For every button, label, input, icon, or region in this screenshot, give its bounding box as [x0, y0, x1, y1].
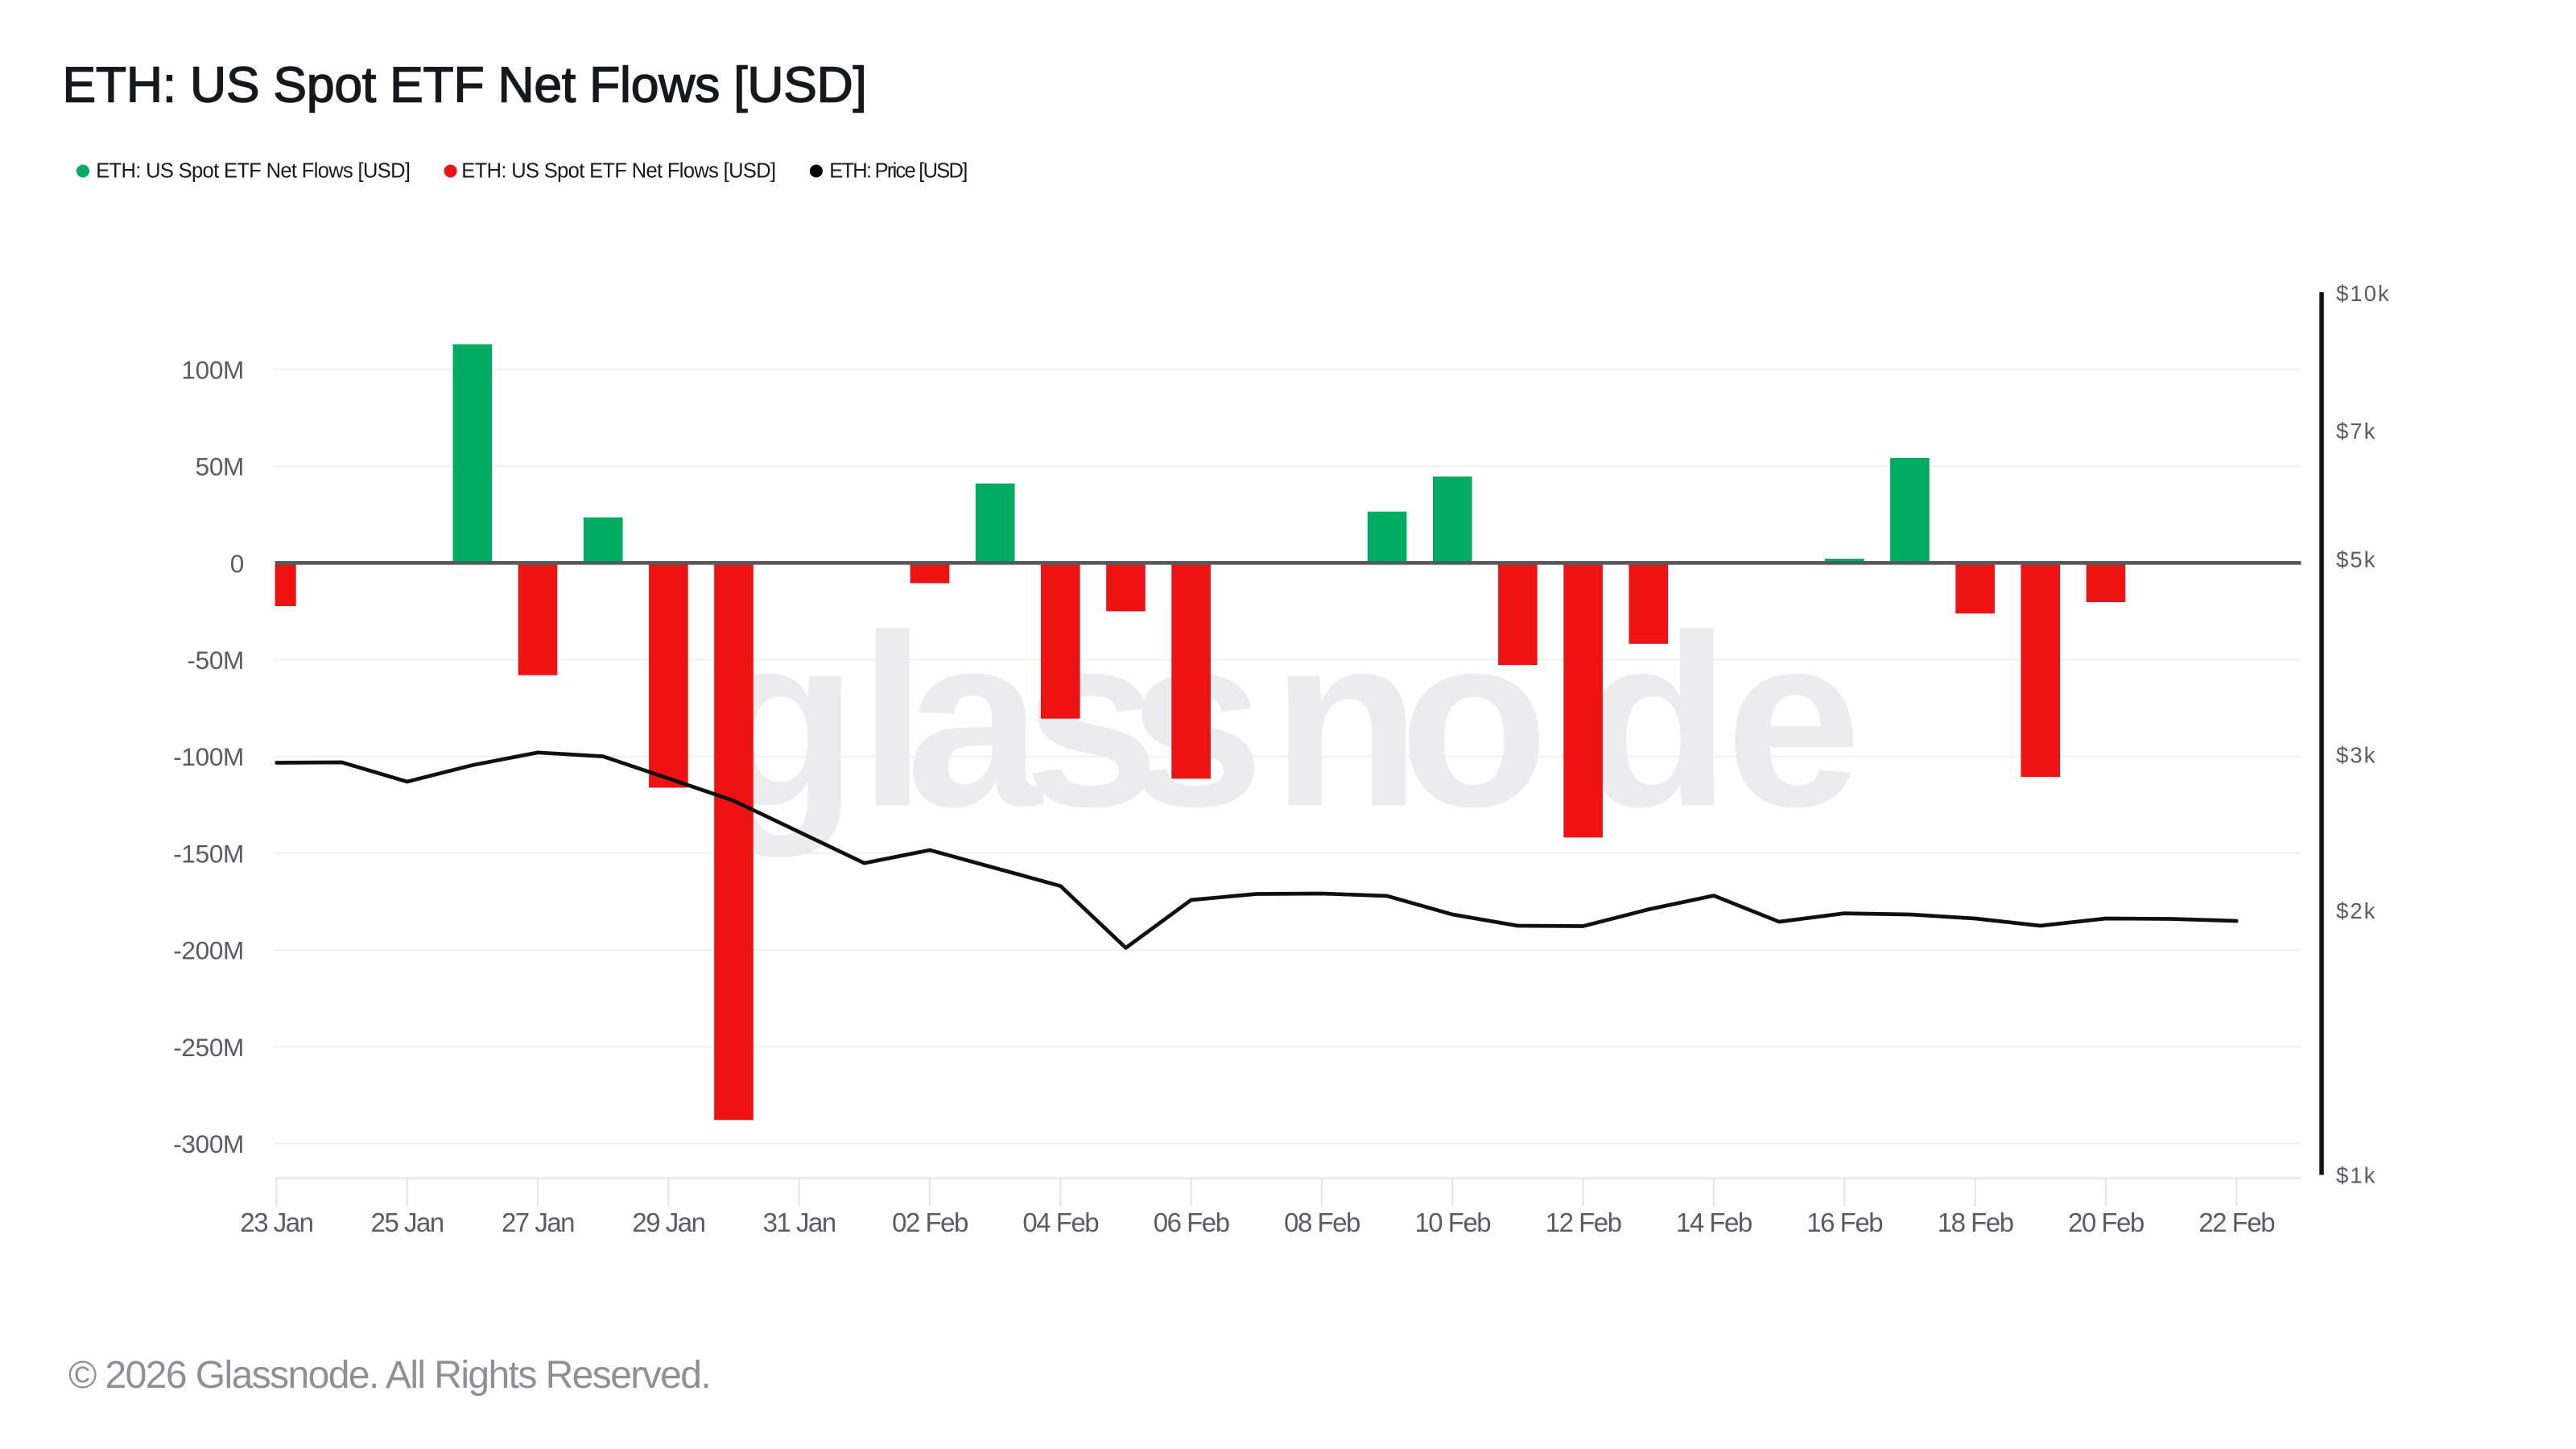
svg-text:27 Jan: 27 Jan — [502, 1208, 574, 1237]
svg-text:ETH: US Spot ETF Net Flows [US: ETH: US Spot ETF Net Flows [USD] — [96, 159, 410, 182]
svg-text:02 Feb: 02 Feb — [892, 1208, 968, 1237]
svg-text:-50M: -50M — [187, 646, 244, 675]
svg-text:04 Feb: 04 Feb — [1022, 1208, 1098, 1237]
svg-text:50M: 50M — [196, 452, 244, 481]
svg-text:$10k: $10k — [2336, 281, 2391, 306]
svg-text:06 Feb: 06 Feb — [1154, 1208, 1229, 1237]
svg-text:08 Feb: 08 Feb — [1284, 1208, 1360, 1237]
svg-text:$2k: $2k — [2336, 898, 2376, 923]
svg-text:12 Feb: 12 Feb — [1546, 1208, 1621, 1237]
svg-text:ETH: US Spot ETF Net Flows [US: ETH: US Spot ETF Net Flows [USD] — [461, 159, 775, 182]
svg-text:e: e — [1725, 585, 1861, 858]
svg-text:$3k: $3k — [2336, 743, 2376, 768]
svg-text:-300M: -300M — [173, 1129, 244, 1158]
svg-text:© 2026 Glassnode. All Rights R: © 2026 Glassnode. All Rights Reserved. — [68, 1354, 710, 1397]
svg-text:l: l — [859, 585, 927, 858]
svg-text:-250M: -250M — [173, 1033, 244, 1062]
svg-text:-100M: -100M — [173, 742, 244, 771]
svg-text:100M: 100M — [181, 355, 244, 384]
svg-text:25 Jan: 25 Jan — [371, 1208, 444, 1237]
svg-text:a: a — [906, 585, 1043, 858]
svg-text:n: n — [1271, 585, 1421, 858]
svg-text:-200M: -200M — [173, 936, 244, 965]
svg-text:29 Jan: 29 Jan — [632, 1208, 704, 1237]
svg-text:$7k: $7k — [2336, 419, 2376, 444]
svg-text:16 Feb: 16 Feb — [1806, 1208, 1882, 1237]
svg-text:$5k: $5k — [2336, 547, 2376, 572]
svg-text:31 Jan: 31 Jan — [763, 1208, 836, 1237]
svg-text:ETH: US Spot ETF Net Flows [US: ETH: US Spot ETF Net Flows [USD] — [63, 57, 867, 114]
svg-text:0: 0 — [230, 549, 244, 578]
svg-text:$1k: $1k — [2336, 1162, 2376, 1187]
svg-text:10 Feb: 10 Feb — [1414, 1208, 1490, 1237]
svg-text:14 Feb: 14 Feb — [1676, 1208, 1752, 1237]
svg-text:-150M: -150M — [173, 839, 244, 868]
svg-text:22 Feb: 22 Feb — [2198, 1208, 2274, 1237]
svg-text:20 Feb: 20 Feb — [2068, 1208, 2144, 1237]
svg-text:ETH: Price [USD]: ETH: Price [USD] — [829, 159, 967, 182]
svg-text:18 Feb: 18 Feb — [1938, 1208, 2013, 1237]
svg-text:23 Jan: 23 Jan — [240, 1208, 312, 1237]
